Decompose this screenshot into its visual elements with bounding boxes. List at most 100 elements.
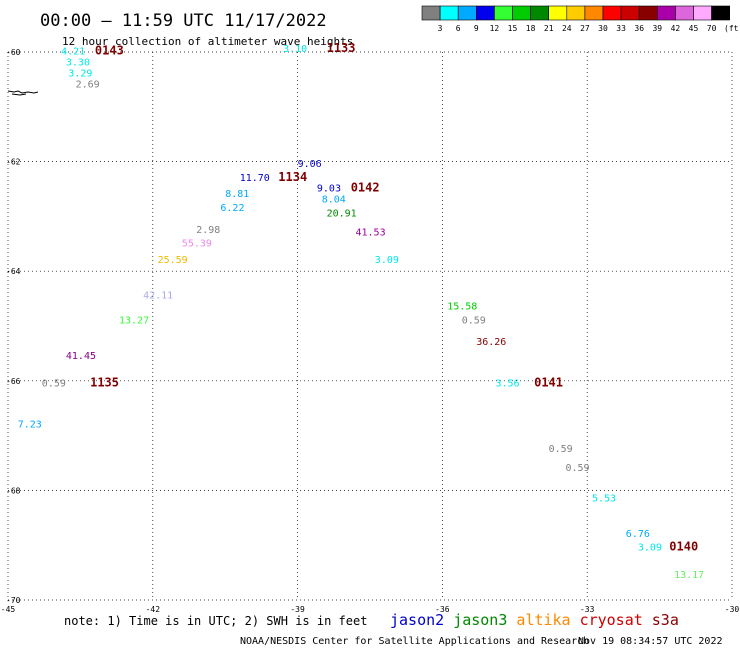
color-scale-label: 12	[490, 24, 500, 33]
coastline-fragment	[7, 90, 39, 96]
wave-height-label: 9.06	[298, 159, 322, 170]
color-scale-label: 21	[544, 24, 554, 33]
y-tick-label: -64	[6, 267, 21, 276]
wave-height-label: 6.76	[626, 529, 650, 540]
wave-height-label: 36.26	[476, 337, 506, 348]
pass-time-label: 0140	[669, 540, 698, 554]
color-scale-label: 45	[689, 24, 699, 33]
satellite-name: jason3	[453, 611, 507, 629]
wave-height-label: 42.11	[143, 291, 173, 302]
satellite-name: altika	[516, 611, 570, 629]
color-scale-label: 9	[474, 24, 479, 33]
timestamp-text: Nov 19 08:34:57 UTC 2022	[578, 636, 723, 647]
x-tick-label: -33	[580, 605, 595, 614]
wave-height-label: 6.22	[220, 203, 244, 214]
wave-height-label: 3.30	[66, 58, 90, 69]
wave-height-label: 13.17	[674, 570, 704, 581]
plot-area: -60 -62 -64 -66 -68 -70-45 -42 -39 -36 -33 -30 4.21…	[1, 41, 740, 614]
wave-height-label: 0.59	[566, 463, 590, 474]
color-swatch	[675, 5, 694, 21]
y-tick-label: -70	[6, 596, 21, 605]
wave-height-label: 3.10	[283, 44, 307, 55]
color-swatch	[530, 5, 549, 21]
wave-height-label: 20.91	[327, 208, 357, 219]
color-swatch	[494, 5, 513, 21]
x-tick-label: -42	[146, 605, 161, 614]
chart-subtitle: 12 hour collection of altimeter wave hei…	[62, 35, 353, 48]
color-swatch	[602, 5, 622, 21]
wave-height-label: 15.58	[447, 302, 477, 313]
color-swatch	[512, 5, 531, 21]
color-scale-label: 24	[562, 24, 572, 33]
wave-height-label: 5.53	[592, 493, 616, 504]
wave-height-label: 0.59	[42, 378, 66, 389]
color-swatch	[656, 5, 676, 21]
color-swatch	[548, 5, 568, 21]
footer-note: note: 1) Time is in UTC; 2) SWH is in fe…	[64, 614, 367, 628]
color-scale-label: 33	[616, 24, 626, 33]
color-scale-label: 39	[652, 24, 662, 33]
satellite-name: cryosat	[580, 611, 643, 629]
x-tick-label: -36	[435, 605, 450, 614]
wave-height-label: 3.09	[638, 543, 662, 554]
color-scale-label: 3	[438, 24, 443, 33]
wave-height-label: 2.98	[196, 225, 220, 236]
wave-height-label: 41.53	[356, 228, 386, 239]
color-swatch	[638, 5, 658, 21]
y-tick-label: -62	[6, 158, 21, 167]
wave-height-label: 0.59	[462, 315, 486, 326]
color-scale-label: 42	[671, 24, 681, 33]
x-tick-label: -39	[290, 605, 305, 614]
satellite-legend: jason2 jason3 altika cryosat s3a	[390, 611, 679, 629]
satellite-name: jason2	[390, 611, 444, 629]
y-tick-label: -66	[6, 377, 21, 386]
wave-height-label: 7.23	[18, 419, 42, 430]
pass-time-label: 0142	[351, 181, 380, 195]
color-swatch	[457, 5, 477, 21]
chart-title: 00:00 – 11:59 UTC 11/17/2022	[40, 11, 327, 31]
wave-height-label: 4.21	[61, 47, 85, 58]
y-tick-label: -68	[6, 486, 21, 495]
pass-time-label: 1133	[327, 41, 356, 55]
pass-time-label: 0141	[534, 375, 563, 389]
color-scale-label: 30	[598, 24, 608, 33]
wave-height-label: 2.69	[76, 80, 100, 91]
wave-height-label: 0.59	[549, 444, 573, 455]
wave-height-label: 8.81	[225, 189, 249, 200]
pass-time-label: 0143	[95, 44, 124, 58]
x-tick-label: -30	[725, 605, 740, 614]
color-scale-unit: (ft)	[724, 24, 740, 33]
wave-height-label: 25.59	[158, 255, 188, 266]
color-swatch	[620, 5, 640, 21]
color-scale-label: 70	[707, 24, 717, 33]
color-swatch	[584, 5, 604, 21]
wave-height-label: 13.27	[119, 315, 149, 326]
wave-height-label: 3.29	[68, 69, 92, 80]
color-swatch	[421, 5, 441, 21]
wave-height-label: 9.03	[317, 184, 341, 195]
color-scale-label: 36	[634, 24, 644, 33]
color-swatch	[439, 5, 459, 21]
credit-text: NOAA/NESDIS Center for Satellite Applica…	[240, 636, 589, 647]
wave-height-label: 41.45	[66, 351, 96, 362]
color-scale-label: 15	[508, 24, 518, 33]
y-tick-label: -60	[6, 48, 21, 57]
color-swatch	[711, 5, 730, 21]
color-swatch	[566, 5, 586, 21]
satellite-name: s3a	[652, 611, 679, 629]
pass-time-label: 1135	[90, 375, 119, 389]
color-swatch	[693, 5, 712, 21]
wave-height-label: 55.39	[182, 239, 212, 250]
x-tick-label: -45	[1, 605, 16, 614]
satellite-names: jason2 jason3 altika cryosat s3a	[390, 611, 679, 629]
wave-height-label: 8.04	[322, 195, 346, 206]
wave-height-label: 3.56	[496, 378, 520, 389]
color-scale-label: 18	[526, 24, 536, 33]
wave-height-label: 3.09	[375, 255, 399, 266]
chart-footer: note: 1) Time is in UTC; 2) SWH is in fe…	[64, 611, 723, 647]
pass-time-label: 1134	[278, 170, 307, 184]
color-swatch	[475, 5, 495, 21]
wave-height-label: 11.70	[240, 173, 270, 184]
